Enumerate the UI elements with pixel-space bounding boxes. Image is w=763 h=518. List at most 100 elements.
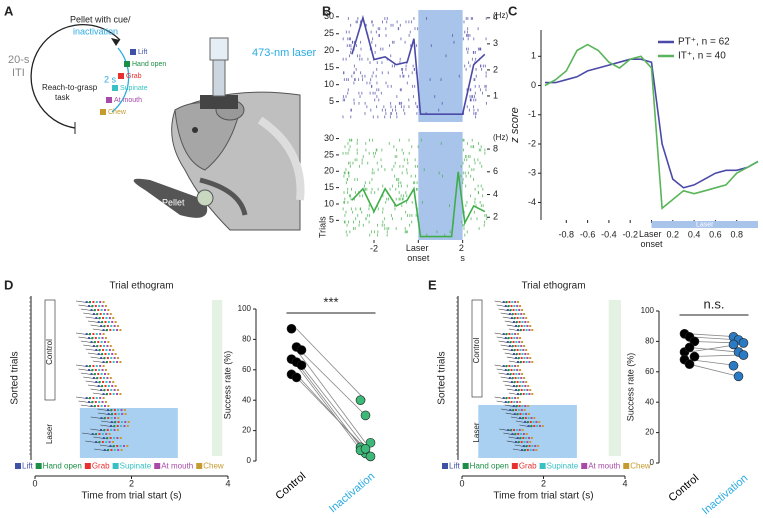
event-dot [518,309,521,311]
event-dot [504,401,507,403]
event-dot [110,389,113,391]
event-dot [113,389,116,391]
event-dot [511,313,514,315]
event-dot [110,429,113,431]
event-dot [520,409,523,411]
event-dot [112,381,115,383]
laser-window [418,10,463,122]
trace [100,424,115,428]
event-dot [516,413,519,415]
event-dot [119,329,122,331]
event-dot [93,373,96,375]
event-dot [519,413,522,415]
event-swatch [100,109,106,115]
y-axis-label: Sorted trials [437,351,448,404]
event-dot [521,385,524,387]
shelf [133,178,208,218]
trace [75,332,91,336]
y-tick-label: 15 [324,62,334,72]
event-dot [116,437,119,439]
event-dot [519,305,522,307]
event-dot [514,389,517,391]
laser-ferrule [209,37,229,61]
event-dot [509,409,512,411]
mouse-drawing [133,37,305,231]
series-line [544,43,759,210]
event-text: Supinate [120,85,148,92]
trace [506,440,520,444]
event-dot [514,313,517,315]
event-dot [515,429,518,431]
y2-axis-label: (Hz) [493,133,508,142]
event-dot [105,433,108,435]
legend-swatch [35,463,42,469]
event-dot [102,333,105,335]
panel-label: C [508,3,518,18]
event-dot [95,397,98,399]
event-dot [96,345,99,347]
y2-tick-label: 4 [493,189,498,199]
event-dot [107,373,110,375]
event-dot [98,433,101,435]
y-tick-label: 25 [324,149,334,159]
trace [494,300,507,304]
legend-text: PT⁺, n = 62 [678,37,730,48]
event-dot [116,429,119,431]
event-dot [92,313,95,315]
event-dot [510,317,513,319]
event-dot [529,357,532,359]
series-line [351,14,486,115]
event-dot [85,397,88,399]
trace [502,380,516,384]
x-axis-label: Time from trial start (s) [81,491,181,502]
y-tick-label: 100 [641,306,655,315]
event-dot [110,409,113,411]
event-dot [505,397,508,399]
event-dot [100,373,103,375]
event-dot [517,333,520,335]
event-dot [524,353,527,355]
event-dot [502,365,505,367]
data-point [360,444,371,454]
trace [498,340,511,344]
x-tick-label: 0 [459,478,464,488]
event-dot [117,421,120,423]
event-dot [520,389,523,391]
event-dot [517,313,520,315]
event-dot [502,397,505,399]
event-dot [515,321,518,323]
event-dot [519,381,522,383]
event-dot [116,329,119,331]
event-dot [525,381,528,383]
event-dot [104,353,107,355]
event-dot [101,321,104,323]
event-dot [502,333,505,335]
event-dot [113,417,116,419]
event-dot [103,313,106,315]
y-tick-label: 15 [324,182,334,192]
y2-tick-label: 8 [493,143,498,153]
event-dot [536,425,539,427]
data-point [291,372,302,383]
trace [500,312,513,316]
event-dot [505,301,508,303]
event-dot [520,441,523,443]
pair-line [296,364,366,457]
event-dot [85,333,88,335]
trace [78,400,93,404]
panel-label: B [322,3,331,18]
event-dot [514,441,517,443]
x-tick-label: -0.8 [559,229,575,239]
trace [93,436,108,440]
event-dot [524,321,527,323]
trace [503,432,516,436]
event-dot [95,333,98,335]
trace [80,372,96,376]
event-dot [515,373,518,375]
event-dot [112,361,115,363]
trace [496,368,509,372]
event-dot [517,361,520,363]
event-dot [538,421,541,423]
legend-text: Supinate [120,462,152,471]
